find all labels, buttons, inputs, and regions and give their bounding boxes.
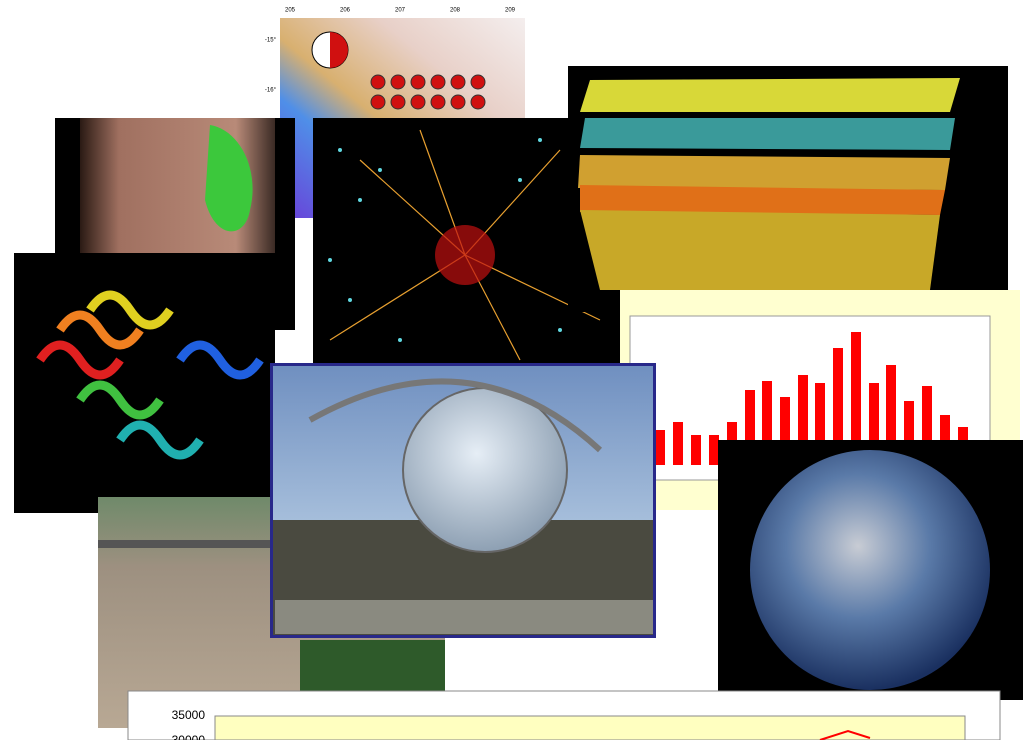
protein-image — [14, 253, 275, 513]
earth-image — [718, 440, 1023, 700]
y-tick-label: 35000 — [172, 708, 206, 722]
telescope-image — [270, 363, 656, 638]
y-tick-label: 30000 — [172, 733, 206, 740]
map-x-label: 206 — [340, 8, 351, 14]
map-y-label: -16° — [265, 88, 277, 94]
map-x-label: 209 — [505, 8, 516, 14]
map-x-label: 208 — [450, 8, 461, 14]
bottom-chart-image: 35000 30000 — [127, 690, 1001, 740]
map-y-label: -15° — [265, 38, 277, 44]
map-x-label: 207 — [395, 8, 406, 14]
geology-layers-image — [568, 66, 1008, 312]
map-x-label: 205 — [285, 8, 296, 14]
